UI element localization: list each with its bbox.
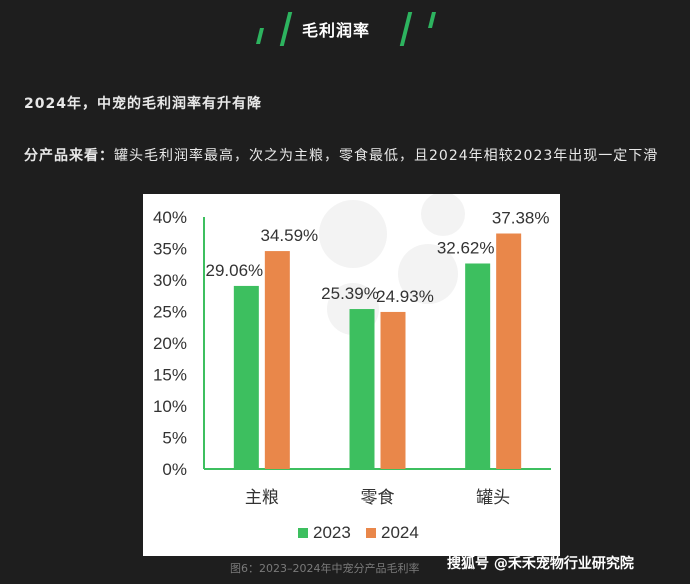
watermark: 搜狐号 @禾禾宠物行业研究院 [447, 556, 634, 572]
data-label: 34.59% [260, 226, 318, 245]
bar-2024-3 [496, 233, 522, 469]
chart-panel: 0% 5% 10% 15% 20% 25% 30% 35% 40% 29.06% 34.59% 主粮 2… [143, 194, 560, 556]
y-tick-label: 10% [153, 397, 187, 416]
y-tick-label: 30% [153, 271, 187, 290]
y-tick-label: 0% [162, 460, 187, 479]
body-lead: 分产品来看： [24, 148, 114, 164]
section-tag: 毛利润率 [256, 8, 440, 50]
x-tick-label: 主粮 [245, 488, 279, 508]
body-paragraph: 分产品来看：罐头毛利润率最高，次之为主粮，零食最低，且2024年相较2023年出… [24, 144, 674, 168]
tag-slash-right-outer [428, 12, 436, 28]
y-tick-label: 35% [153, 240, 187, 259]
section-tag-title: 毛利润率 [301, 21, 370, 40]
legend-swatch-2024 [366, 528, 376, 538]
background-decoration [398, 244, 458, 304]
figure-caption: 图6：2023–2024年中宠分产品毛利率 [230, 562, 420, 575]
bar-2024-1 [264, 251, 290, 469]
bar-2024-2 [380, 311, 406, 469]
y-tick-label: 40% [153, 208, 187, 227]
y-tick-label: 5% [162, 429, 187, 448]
bar-2023-3 [465, 263, 491, 469]
legend-label-2024: 2024 [381, 523, 419, 542]
bar-2023-2 [349, 309, 375, 469]
y-tick-label: 20% [153, 334, 187, 353]
data-label: 37.38% [492, 209, 550, 228]
legend-swatch-2023 [298, 528, 308, 538]
x-tick-label: 罐头 [476, 488, 510, 508]
y-tick-label: 25% [153, 303, 187, 322]
background-decoration [319, 200, 387, 268]
legend-label-2023: 2023 [313, 523, 351, 542]
body-text: 罐头毛利润率最高，次之为主粮，零食最低，且2024年相较2023年出现一定下滑 [114, 148, 659, 164]
tag-slash-left-outer [256, 28, 264, 44]
data-label: 25.39% [321, 284, 379, 303]
data-label: 24.93% [376, 287, 434, 306]
background-decoration [421, 194, 465, 236]
y-tick-label: 15% [153, 366, 187, 385]
section-heading: 2024年，中宠的毛利润率有升有降 [24, 96, 262, 112]
data-label: 32.62% [437, 238, 495, 257]
data-label: 29.06% [205, 261, 263, 280]
x-tick-label: 零食 [361, 488, 395, 508]
gross-margin-bar-chart: 0% 5% 10% 15% 20% 25% 30% 35% 40% 29.06% 34.59% 主粮 2… [153, 194, 551, 542]
bar-2023-1 [233, 285, 259, 469]
tag-slash-right-inner [399, 12, 413, 46]
